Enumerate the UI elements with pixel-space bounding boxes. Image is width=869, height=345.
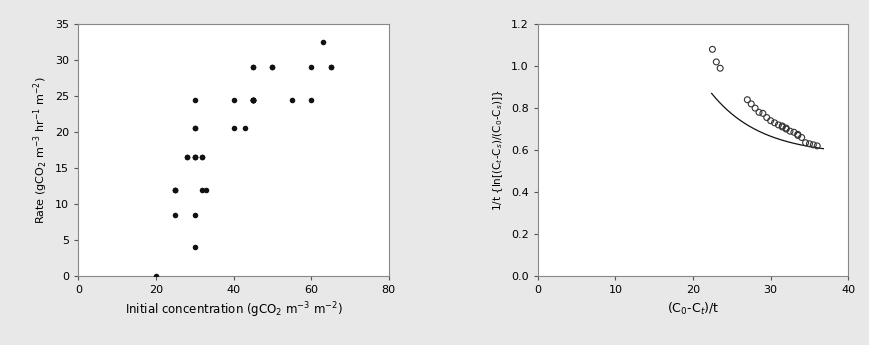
- Point: [806, 142, 819, 148]
- Y-axis label: Rate (gCO$_2$ m$^{-3}$ hr$^{-1}$ m$^{-2}$): Rate (gCO$_2$ m$^{-3}$ hr$^{-1}$ m$^{-2}…: [31, 76, 50, 224]
- Point: [196, 187, 209, 193]
- Point: [265, 65, 279, 70]
- Point: [766, 120, 780, 126]
- Point: [246, 97, 260, 102]
- Point: [246, 97, 260, 102]
- Point: [798, 140, 812, 146]
- Point: [786, 129, 800, 135]
- Point: [304, 97, 318, 102]
- Point: [790, 131, 804, 137]
- Point: [801, 141, 815, 147]
- Point: [774, 124, 788, 130]
- Point: [304, 65, 318, 70]
- X-axis label: Initial concentration (gCO$_2$ m$^{-3}$ m$^{-2}$): Initial concentration (gCO$_2$ m$^{-3}$ …: [124, 300, 342, 320]
- Point: [790, 132, 804, 138]
- Y-axis label: 1/t {ln[(C$_t$-C$_s$)/(C$_0$-C$_s$)]}: 1/t {ln[(C$_t$-C$_s$)/(C$_0$-C$_s$)]}: [491, 89, 505, 211]
- Point: [180, 155, 194, 160]
- Point: [188, 126, 202, 131]
- Point: [196, 155, 209, 160]
- Point: [774, 123, 788, 129]
- Point: [188, 245, 202, 250]
- Point: [188, 155, 202, 160]
- Point: [188, 155, 202, 160]
- Point: [246, 65, 260, 70]
- Point: [226, 126, 240, 131]
- Point: [782, 128, 796, 134]
- Point: [713, 66, 726, 71]
- X-axis label: (C$_0$-C$_t$)/t: (C$_0$-C$_t$)/t: [666, 300, 719, 317]
- Point: [246, 97, 260, 102]
- Point: [315, 39, 329, 45]
- Point: [169, 187, 182, 193]
- Point: [169, 187, 182, 193]
- Point: [779, 126, 793, 132]
- Point: [747, 105, 761, 111]
- Point: [708, 59, 722, 65]
- Point: [751, 109, 765, 115]
- Point: [284, 97, 298, 102]
- Point: [246, 97, 260, 102]
- Point: [199, 187, 213, 193]
- Point: [188, 97, 202, 102]
- Point: [226, 97, 240, 102]
- Point: [793, 135, 807, 140]
- Point: [246, 97, 260, 102]
- Point: [759, 115, 773, 120]
- Point: [149, 273, 163, 279]
- Point: [755, 111, 769, 116]
- Point: [188, 155, 202, 160]
- Point: [809, 143, 823, 149]
- Point: [169, 187, 182, 193]
- Point: [246, 65, 260, 70]
- Point: [323, 65, 337, 70]
- Point: [188, 126, 202, 131]
- Point: [180, 155, 194, 160]
- Point: [779, 125, 793, 131]
- Point: [771, 122, 785, 128]
- Point: [238, 126, 252, 131]
- Point: [196, 155, 209, 160]
- Point: [705, 47, 719, 52]
- Point: [169, 212, 182, 218]
- Point: [246, 97, 260, 102]
- Point: [188, 212, 202, 218]
- Point: [763, 118, 777, 124]
- Point: [265, 65, 279, 70]
- Point: [743, 101, 757, 107]
- Point: [323, 65, 337, 70]
- Point: [246, 97, 260, 102]
- Point: [740, 97, 753, 102]
